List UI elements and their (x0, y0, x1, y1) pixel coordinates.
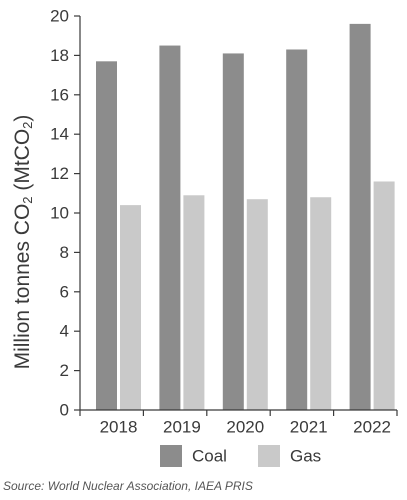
legend-label-coal: Coal (192, 447, 227, 466)
x-tick-label: 2022 (353, 418, 391, 437)
y-axis-title: Million tonnes CO2 (MtCO2) (11, 115, 35, 370)
y-tick-label: 10 (50, 204, 69, 223)
bar-coal-2018 (96, 61, 117, 411)
y-tick-label: 12 (50, 164, 69, 183)
x-tick-label: 2020 (226, 418, 264, 437)
y-axis-title-paren-subscript: 2 (20, 122, 35, 129)
y-tick-label: 20 (50, 7, 69, 26)
legend-swatch-gas (258, 445, 280, 467)
bar-gas-2019 (183, 195, 205, 410)
bar-gas-2018 (120, 205, 141, 410)
bar-coal-2019 (159, 45, 181, 411)
y-axis-title-subscript: 2 (20, 196, 35, 203)
legend-label-gas: Gas (290, 447, 321, 466)
bar-coal-2021 (286, 49, 308, 411)
x-tick-label: 2019 (163, 418, 201, 437)
y-tick-label: 18 (50, 46, 69, 65)
bar-gas-2022 (373, 181, 395, 410)
y-tick-label: 2 (60, 361, 69, 380)
svg-text:Million tonnes CO2 (MtCO2): Million tonnes CO2 (MtCO2) (11, 115, 35, 370)
legend: Coal Gas (160, 445, 321, 467)
bar-gas-2021 (310, 197, 332, 410)
bar-gas-2020 (246, 199, 268, 410)
bars (96, 23, 395, 411)
x-axis: 2018 2019 2020 2021 2022 (79, 410, 398, 437)
x-tick-label: 2018 (100, 418, 138, 437)
y-tick-label: 16 (50, 85, 69, 104)
y-axis-title-main: Million tonnes CO (11, 204, 34, 370)
y-tick-label: 0 (60, 401, 69, 420)
y-tick-label: 14 (50, 125, 69, 144)
y-tick-label: 8 (60, 243, 69, 262)
y-axis: 0 2 4 6 8 10 12 14 16 18 20 (50, 7, 80, 420)
y-axis-title-close: ) (11, 115, 34, 122)
y-axis-title-paren: (MtCO (11, 129, 34, 197)
bar-coal-2020 (222, 53, 244, 411)
y-tick-label: 4 (60, 322, 69, 341)
y-tick-label: 6 (60, 282, 69, 301)
source-note: Source: World Nuclear Association, IAEA … (3, 479, 253, 493)
x-tick-label: 2021 (290, 418, 328, 437)
legend-swatch-coal (160, 445, 182, 467)
bar-coal-2022 (349, 23, 371, 410)
